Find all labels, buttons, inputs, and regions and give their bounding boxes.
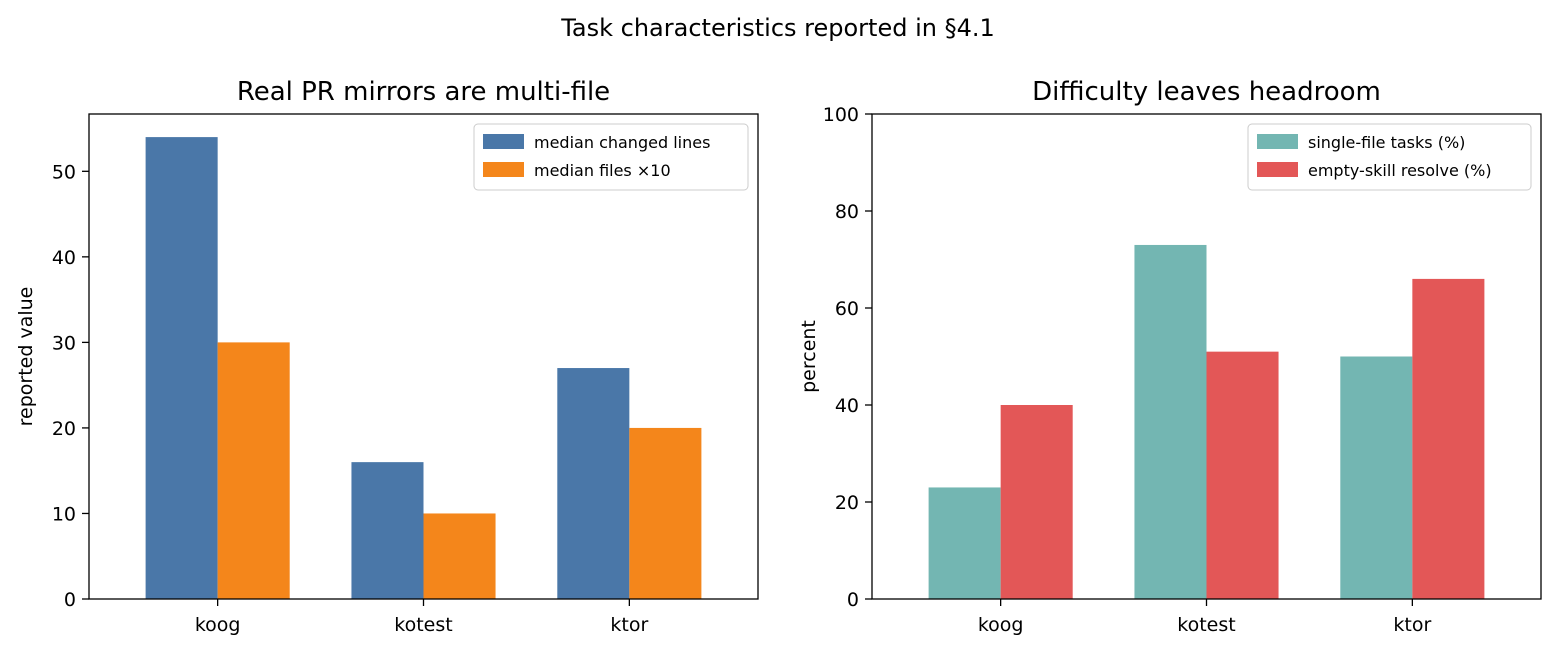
chart-panel-right: 0 20 40 60 80 100 koog kotest ktor Difficulty lea… [798,77,1542,636]
bar-kotest-series-2 [1206,351,1279,599]
x-tick-label-ktor: ktor [610,614,648,636]
y-axis-label: percent [798,320,820,393]
x-tick-label-kotest: kotest [1177,614,1235,636]
y-tick-label: 20 [52,418,76,440]
chart-panel-left: 0 10 20 30 40 50 koog kotest ktor Real PR mirrors… [15,77,759,636]
y-tick-label: 20 [835,492,859,514]
legend-label-2: empty-skill resolve (%) [1308,161,1492,180]
figure-suptitle: Task characteristics reported in §4.1 [560,14,995,42]
bar-ktor-series-2 [629,427,702,599]
legend-swatch-2 [483,162,524,177]
x-tick-label-koog: koog [195,614,241,636]
y-tick-label: 100 [823,104,859,126]
x-tick-label-kotest: kotest [394,614,452,636]
y-tick-label: 60 [835,298,859,320]
bar-koog-series-2 [1000,405,1073,599]
bar-koog-series-2 [217,342,290,599]
legend-box [473,123,749,191]
y-tick-label: 40 [52,247,76,269]
legend-swatch-1 [483,134,524,149]
bar-koog-series-1 [928,487,1001,599]
legend-swatch-2 [1257,162,1298,177]
chart-title: Difficulty leaves headroom [1032,77,1381,107]
y-tick-label: 0 [64,589,76,611]
bar-koog-series-1 [145,137,218,599]
y-axis-label: reported value [15,287,37,427]
legend-swatch-1 [1257,134,1298,149]
bar-kotest-series-1 [1134,244,1207,599]
bar-ktor-series-1 [557,368,630,599]
bar-ktor-series-2 [1412,278,1485,599]
y-tick-label: 10 [52,503,76,525]
y-tick-label: 40 [835,395,859,417]
y-tick-label: 30 [52,332,76,354]
bar-kotest-series-1 [351,462,424,599]
legend-box [1247,123,1532,191]
y-tick-label: 50 [52,161,76,183]
legend-label-2: median files ×10 [534,161,671,180]
bar-ktor-series-1 [1340,356,1413,599]
legend-label-1: single-file tasks (%) [1308,133,1465,152]
y-tick-label: 80 [835,201,859,223]
chart-title: Real PR mirrors are multi-file [237,77,610,107]
x-tick-label-ktor: ktor [1393,614,1431,636]
legend-label-1: median changed lines [534,133,710,152]
bar-kotest-series-2 [423,513,496,599]
y-tick-label: 0 [847,589,859,611]
x-tick-label-koog: koog [978,614,1024,636]
